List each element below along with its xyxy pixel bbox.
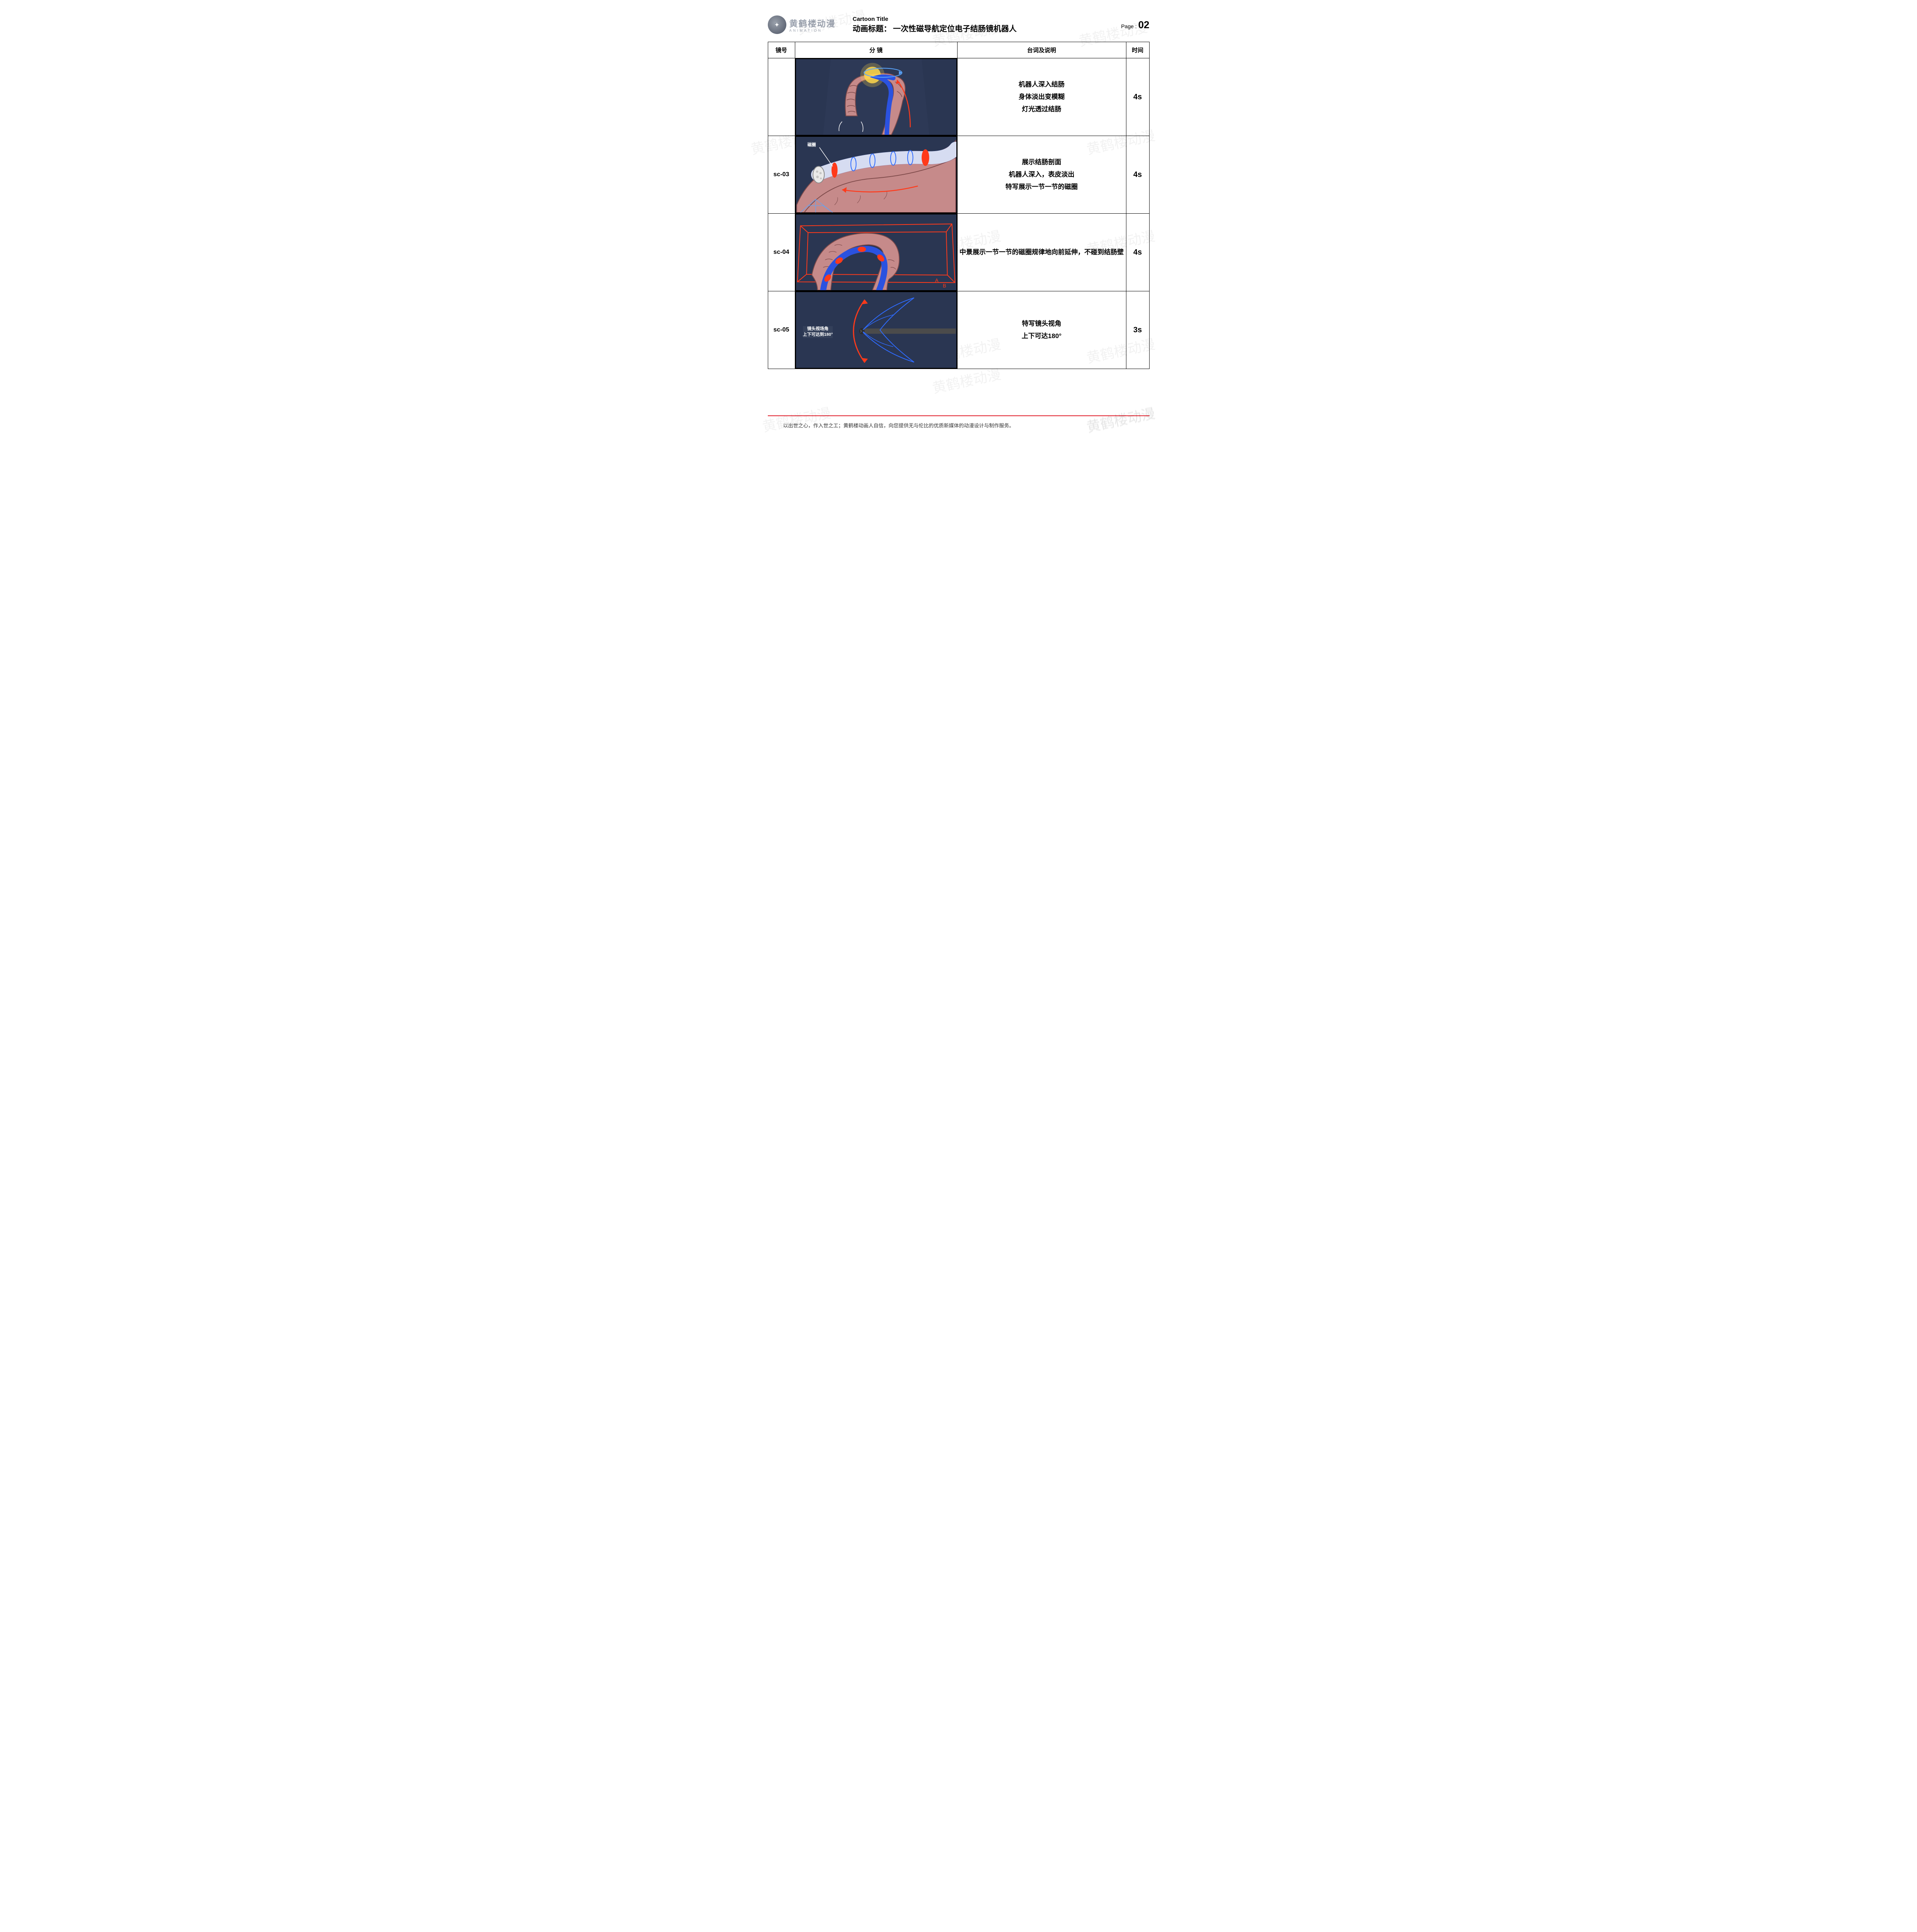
frame-illustration-4: 镜头视场角 上下可达到180° xyxy=(795,291,957,369)
frame-illustration-1 xyxy=(795,58,957,136)
time-cell: 3s xyxy=(1126,291,1149,369)
table-row: sc-03 xyxy=(768,136,1149,214)
desc-line: 展示结肠剖面 xyxy=(958,156,1126,168)
frame-cell xyxy=(795,58,957,136)
page-number: 02 xyxy=(1138,19,1150,31)
footer-rule xyxy=(768,415,1150,416)
col-header-desc: 台词及说明 xyxy=(957,42,1126,58)
page-number-block: Page : 02 xyxy=(1121,19,1149,31)
time-cell: 4s xyxy=(1126,214,1149,291)
frame-label-a: A xyxy=(935,277,939,283)
table-row: sc-04 xyxy=(768,214,1149,291)
frame-label-b: B xyxy=(943,283,946,289)
frame-cell: A B xyxy=(795,214,957,291)
desc-line: 机器人深入，表皮淡出 xyxy=(958,168,1126,181)
frame-illustration-3: A B xyxy=(795,214,957,291)
frame-label-magnet: 磁圈 xyxy=(808,141,816,148)
desc-line: 特写镜头视角 xyxy=(958,318,1126,330)
watermark: 黄鹤楼动漫 xyxy=(1085,403,1157,437)
desc-cell: 展示结肠剖面 机器人深入，表皮淡出 特写展示一节一节的磁圈 xyxy=(957,136,1126,214)
col-header-frame: 分 镜 xyxy=(795,42,957,58)
brand-logo: ✦ 黄鹤楼动漫 ANIMATION xyxy=(768,15,845,34)
desc-cell: 中景展示一节一节的磁圈规律地向前延伸，不碰到结肠壁 xyxy=(957,214,1126,291)
desc-line: 上下可达180° xyxy=(958,330,1126,342)
title-main: 一次性磁导航定位电子结肠镜机器人 xyxy=(893,25,1017,33)
title-label: 动画标题： xyxy=(853,25,891,33)
watermark: 黄鹤楼动漫 xyxy=(1085,402,1157,436)
title-block: Cartoon Title 动画标题： 一次性磁导航定位电子结肠镜机器人 xyxy=(853,16,1114,34)
shot-id: sc-04 xyxy=(768,214,795,291)
col-header-time: 时间 xyxy=(1126,42,1149,58)
time-cell: 4s xyxy=(1126,58,1149,136)
desc-line: 中景展示一节一节的磁圈规律地向前延伸，不碰到结肠壁 xyxy=(958,246,1126,259)
logo-icon: ✦ xyxy=(768,15,786,34)
desc-cell: 特写镜头视角 上下可达180° xyxy=(957,291,1126,369)
frame-cell: 镜头视场角 上下可达到180° xyxy=(795,291,957,369)
frame-label-note2: 上下可达到180° xyxy=(803,332,833,338)
col-header-shot: 镜号 xyxy=(768,42,795,58)
desc-line: 灯光透过结肠 xyxy=(958,103,1126,116)
desc-cell: 机器人深入结肠 身体淡出变模糊 灯光透过结肠 xyxy=(957,58,1126,136)
desc-line: 身体淡出变模糊 xyxy=(958,91,1126,103)
brand-name-zh: 黄鹤楼动漫 xyxy=(789,17,836,29)
desc-line: 机器人深入结肠 xyxy=(958,78,1126,91)
footer-text: 以出世之心，作入世之工；黄鹤楼动画人自信，向您提供无与伦比的优质新媒体的动漫设计… xyxy=(768,422,1150,429)
desc-line: 特写展示一节一节的磁圈 xyxy=(958,181,1126,193)
cartoon-title-en: Cartoon Title xyxy=(853,16,1114,22)
page-header: ✦ 黄鹤楼动漫 ANIMATION Cartoon Title 动画标题： 一次… xyxy=(768,15,1150,34)
frame-illustration-2: 磁圈 xyxy=(795,136,957,213)
storyboard-table: 镜号 分 镜 台词及说明 时间 xyxy=(768,42,1150,369)
watermark: 黄鹤楼动漫 xyxy=(760,402,832,436)
shot-id: sc-03 xyxy=(768,136,795,214)
table-row: sc-05 xyxy=(768,291,1149,369)
shot-id xyxy=(768,58,795,136)
shot-id: sc-05 xyxy=(768,291,795,369)
frame-cell: 磁圈 xyxy=(795,136,957,214)
table-row: 机器人深入结肠 身体淡出变模糊 灯光透过结肠 4s xyxy=(768,58,1149,136)
time-cell: 4s xyxy=(1126,136,1149,214)
frame-label-note1: 镜头视场角 xyxy=(803,326,833,332)
page-label: Page : xyxy=(1121,23,1136,29)
